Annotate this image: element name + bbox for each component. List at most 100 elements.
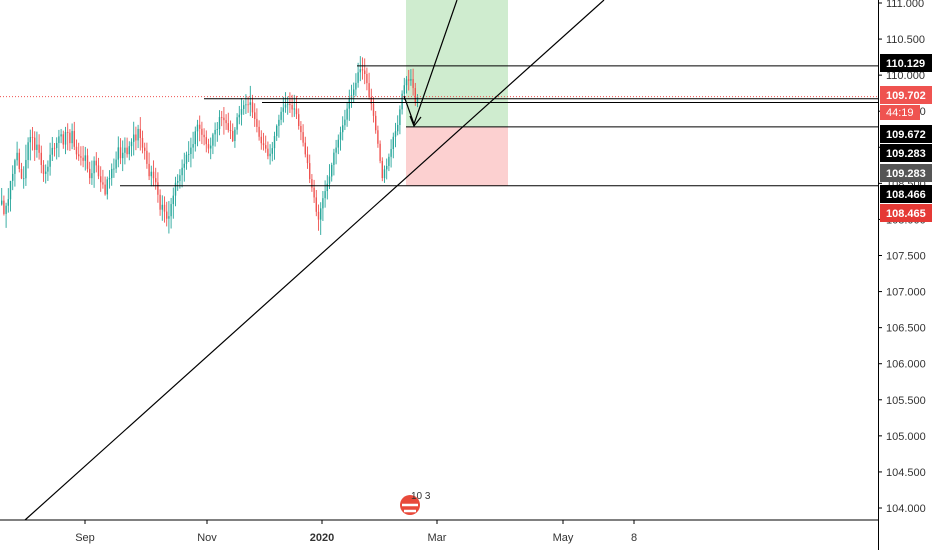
candle bbox=[111, 163, 113, 186]
price-tag: 110.129 bbox=[880, 54, 932, 72]
candle-body bbox=[95, 160, 97, 166]
candle bbox=[383, 165, 386, 183]
candle-body bbox=[298, 114, 300, 127]
candle bbox=[80, 146, 82, 166]
candle-body bbox=[300, 126, 302, 133]
candle bbox=[300, 121, 302, 141]
trend-line[interactable] bbox=[24, 0, 605, 521]
candle-body bbox=[214, 129, 216, 135]
candle bbox=[293, 94, 295, 117]
candle-body bbox=[344, 119, 346, 126]
candle bbox=[12, 165, 14, 191]
projection-path[interactable] bbox=[403, 0, 458, 126]
candle bbox=[265, 135, 267, 153]
candle bbox=[67, 123, 69, 151]
candles bbox=[1, 56, 419, 235]
candle-body bbox=[295, 108, 298, 115]
candle-body bbox=[326, 183, 328, 192]
candle-body bbox=[12, 173, 14, 181]
candle bbox=[245, 94, 247, 114]
candle-body bbox=[335, 147, 337, 153]
candle bbox=[249, 85, 251, 117]
candle-body bbox=[69, 132, 71, 144]
candle-body bbox=[137, 128, 139, 141]
candle bbox=[60, 128, 62, 144]
candle-body bbox=[320, 208, 322, 220]
candle-body bbox=[249, 102, 251, 105]
candle-body bbox=[106, 179, 108, 195]
candle bbox=[359, 56, 361, 82]
candle bbox=[324, 180, 326, 208]
candle bbox=[355, 73, 357, 97]
position-zones bbox=[406, 0, 508, 186]
candle bbox=[221, 110, 223, 127]
candle bbox=[38, 134, 40, 160]
candle-body bbox=[89, 168, 91, 179]
candle bbox=[262, 132, 265, 151]
candle bbox=[93, 156, 95, 188]
candle-body bbox=[144, 147, 146, 151]
candle-body bbox=[148, 163, 150, 177]
candle bbox=[166, 201, 168, 227]
candle-body bbox=[403, 85, 405, 94]
candle bbox=[91, 160, 93, 185]
candle bbox=[394, 122, 397, 148]
candle-body bbox=[293, 108, 295, 110]
target-zone[interactable] bbox=[406, 0, 508, 127]
candle bbox=[104, 176, 106, 196]
candle bbox=[399, 105, 401, 135]
candle-body bbox=[179, 175, 181, 181]
candle bbox=[320, 202, 322, 235]
candle bbox=[141, 130, 144, 154]
candle-body bbox=[64, 131, 67, 145]
candle-body bbox=[181, 167, 183, 176]
candle-body bbox=[31, 137, 34, 138]
candle-body bbox=[309, 163, 311, 180]
candle-body bbox=[14, 160, 16, 174]
time-axis: Sep Nov 2020 Mar May 8 bbox=[0, 519, 878, 544]
candle bbox=[212, 132, 214, 155]
price-tag-label: 109.702 bbox=[886, 90, 926, 102]
candle-body bbox=[190, 147, 192, 154]
candle-body bbox=[247, 104, 249, 106]
candle bbox=[201, 121, 203, 145]
candle-body bbox=[278, 119, 280, 126]
candle-body bbox=[245, 104, 247, 106]
candle bbox=[234, 127, 236, 148]
candle bbox=[152, 160, 155, 187]
candle bbox=[370, 88, 372, 111]
candle-body bbox=[282, 107, 284, 112]
stop-zone[interactable] bbox=[406, 126, 508, 186]
candle bbox=[108, 170, 111, 189]
candle-body bbox=[227, 123, 229, 131]
candle-body bbox=[119, 147, 122, 159]
candle-body bbox=[251, 102, 254, 113]
candle bbox=[397, 115, 399, 136]
candle bbox=[102, 169, 104, 189]
candle-body bbox=[75, 146, 78, 155]
candle bbox=[119, 138, 122, 165]
candle bbox=[155, 167, 157, 190]
candle-body bbox=[388, 156, 390, 166]
candle bbox=[3, 195, 5, 216]
candle bbox=[269, 144, 271, 165]
candle-body bbox=[205, 137, 207, 145]
candle-body bbox=[289, 103, 291, 106]
candle bbox=[381, 157, 383, 182]
candle-body bbox=[29, 137, 31, 143]
candle bbox=[390, 139, 392, 168]
candle bbox=[377, 125, 379, 148]
candle-body bbox=[229, 130, 232, 131]
candle-body bbox=[416, 96, 419, 103]
candle bbox=[163, 196, 166, 223]
candle bbox=[322, 191, 324, 222]
candle bbox=[75, 139, 78, 160]
candle-body bbox=[47, 166, 49, 172]
candle bbox=[315, 189, 317, 217]
candle-body bbox=[146, 150, 148, 164]
time-tick-label: Mar bbox=[428, 532, 447, 544]
candle-body bbox=[328, 176, 331, 184]
candle bbox=[159, 189, 161, 216]
